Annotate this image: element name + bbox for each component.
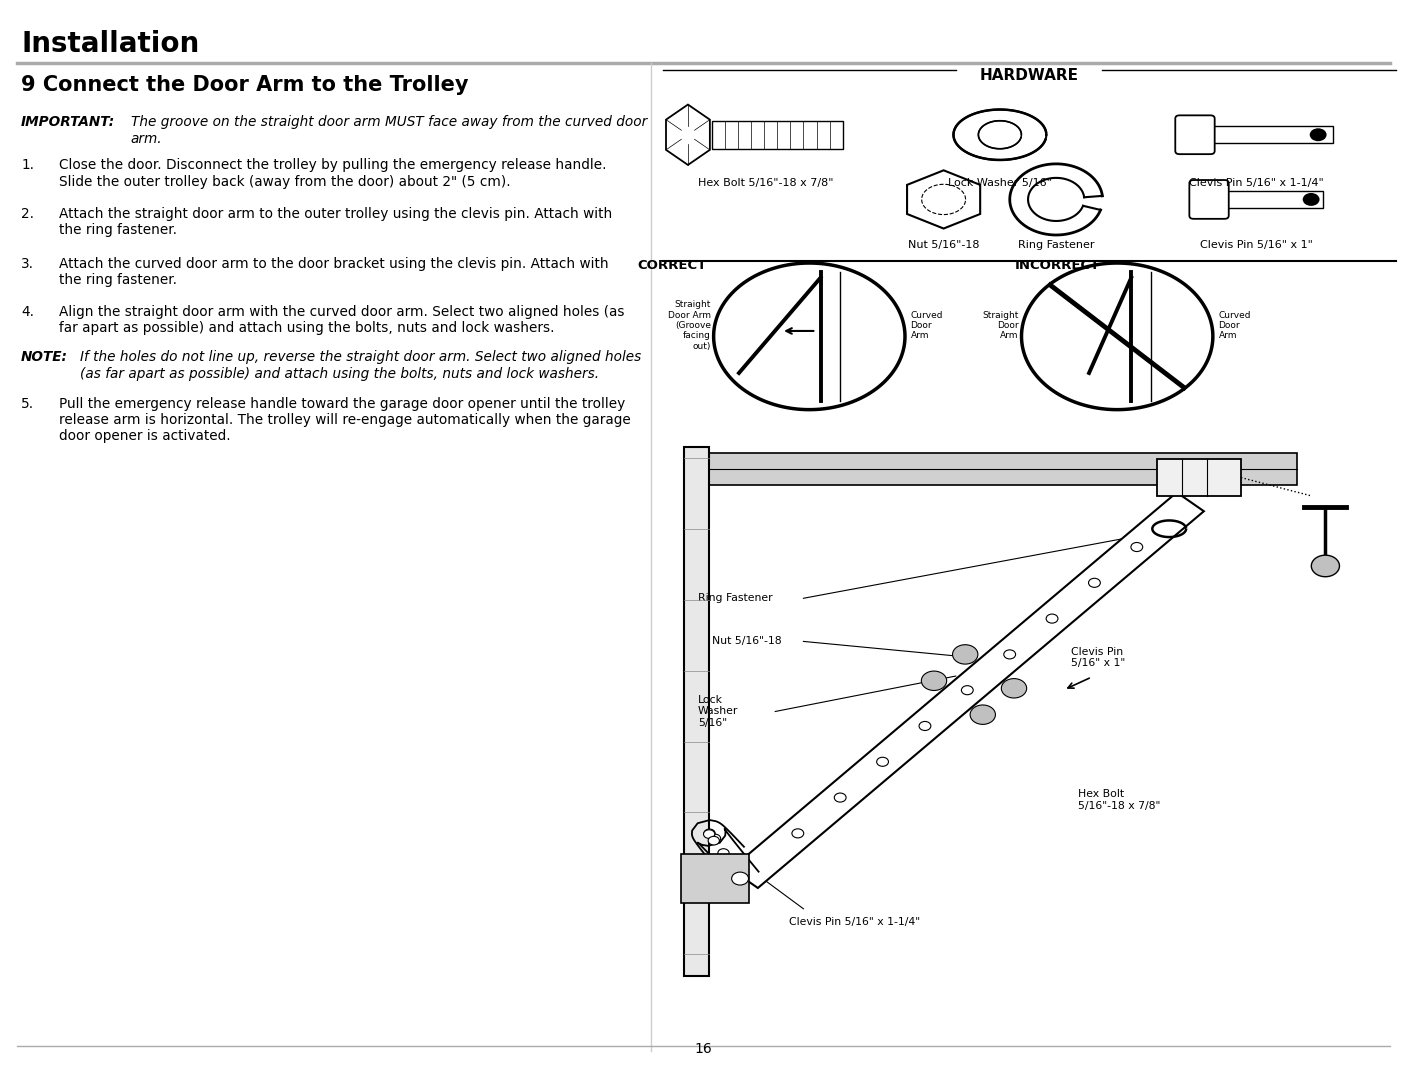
Circle shape <box>877 757 888 766</box>
Polygon shape <box>730 493 1204 888</box>
Circle shape <box>1089 578 1100 588</box>
Text: Ring Fastener: Ring Fastener <box>698 593 772 604</box>
Text: 2.: 2. <box>21 207 34 221</box>
Circle shape <box>704 830 715 839</box>
Circle shape <box>834 793 846 802</box>
Text: Straight
Door
Arm: Straight Door Arm <box>982 310 1019 341</box>
Bar <box>681 854 749 903</box>
FancyBboxPatch shape <box>1189 180 1228 219</box>
Text: Align the straight door arm with the curved door arm. Select two aligned holes (: Align the straight door arm with the cur… <box>59 305 625 335</box>
Circle shape <box>792 829 803 838</box>
Circle shape <box>953 645 978 664</box>
Text: Lock
Washer
5/16": Lock Washer 5/16" <box>698 695 739 728</box>
Text: Close the door. Disconnect the trolley by pulling the emergency release handle.
: Close the door. Disconnect the trolley b… <box>59 158 606 189</box>
Circle shape <box>704 829 715 838</box>
Bar <box>1207 126 1332 143</box>
Text: If the holes do not line up, reverse the straight door arm. Select two aligned h: If the holes do not line up, reverse the… <box>80 350 642 381</box>
Text: 5.: 5. <box>21 397 34 411</box>
Text: Installation: Installation <box>21 30 200 58</box>
Circle shape <box>1047 614 1058 623</box>
Text: INCORRECT: INCORRECT <box>1014 259 1100 272</box>
Circle shape <box>718 848 729 857</box>
Circle shape <box>961 686 974 694</box>
Text: Pull the emergency release handle toward the garage door opener until the trolle: Pull the emergency release handle toward… <box>59 397 630 443</box>
Text: Attach the straight door arm to the outer trolley using the clevis pin. Attach w: Attach the straight door arm to the oute… <box>59 207 612 237</box>
Bar <box>1157 459 1241 496</box>
FancyBboxPatch shape <box>1175 115 1214 154</box>
Text: Clevis Pin 5/16" x 1": Clevis Pin 5/16" x 1" <box>1200 240 1313 250</box>
Text: Nut 5/16"-18: Nut 5/16"-18 <box>908 240 979 250</box>
Text: Clevis Pin
5/16" x 1": Clevis Pin 5/16" x 1" <box>1071 647 1126 668</box>
Circle shape <box>1311 555 1339 577</box>
Circle shape <box>709 834 720 843</box>
Text: Clevis Pin 5/16" x 1-1/4": Clevis Pin 5/16" x 1-1/4" <box>1189 178 1324 188</box>
Text: IMPORTANT:: IMPORTANT: <box>21 115 115 129</box>
Circle shape <box>708 837 719 845</box>
Polygon shape <box>666 105 711 165</box>
Circle shape <box>919 721 931 731</box>
Circle shape <box>969 705 995 724</box>
Circle shape <box>1003 650 1016 659</box>
Text: Ring Fastener: Ring Fastener <box>1017 240 1095 250</box>
Text: 3.: 3. <box>21 257 34 271</box>
Circle shape <box>1303 193 1320 206</box>
Text: Attach the curved door arm to the door bracket using the clevis pin. Attach with: Attach the curved door arm to the door b… <box>59 257 609 287</box>
Text: The groove on the straight door arm MUST face away from the curved door
arm.: The groove on the straight door arm MUST… <box>131 115 647 146</box>
Circle shape <box>732 872 749 885</box>
Text: Hex Bolt
5/16"-18 x 7/8": Hex Bolt 5/16"-18 x 7/8" <box>1078 789 1161 811</box>
Circle shape <box>1310 128 1327 141</box>
Text: HARDWARE: HARDWARE <box>979 68 1079 83</box>
Text: Curved
Door
Arm: Curved Door Arm <box>910 310 943 341</box>
Text: 1.: 1. <box>21 158 34 172</box>
Circle shape <box>922 672 947 691</box>
Bar <box>1221 191 1323 208</box>
Text: Curved
Door
Arm: Curved Door Arm <box>1218 310 1251 341</box>
Text: Clevis Pin 5/16" x 1-1/4": Clevis Pin 5/16" x 1-1/4" <box>789 916 920 927</box>
Text: Nut 5/16"-18: Nut 5/16"-18 <box>712 636 781 647</box>
Bar <box>709 453 1297 485</box>
Text: NOTE:: NOTE: <box>21 350 68 364</box>
Polygon shape <box>1010 164 1103 235</box>
Polygon shape <box>1021 263 1213 410</box>
Text: 16: 16 <box>695 1042 712 1056</box>
Text: CORRECT: CORRECT <box>637 259 706 272</box>
Polygon shape <box>908 170 981 229</box>
Polygon shape <box>954 110 1045 160</box>
Text: Straight
Door Arm
(Groove
facing
out): Straight Door Arm (Groove facing out) <box>668 301 711 350</box>
Circle shape <box>1131 542 1142 552</box>
Bar <box>684 447 709 976</box>
Text: 9 Connect the Door Arm to the Trolley: 9 Connect the Door Arm to the Trolley <box>21 75 469 96</box>
Circle shape <box>1002 678 1027 697</box>
Text: Lock Washer 5/16": Lock Washer 5/16" <box>948 178 1052 188</box>
Bar <box>712 121 843 149</box>
Text: 4.: 4. <box>21 305 34 319</box>
Polygon shape <box>713 263 905 410</box>
Text: Hex Bolt 5/16"-18 x 7/8": Hex Bolt 5/16"-18 x 7/8" <box>698 178 833 188</box>
